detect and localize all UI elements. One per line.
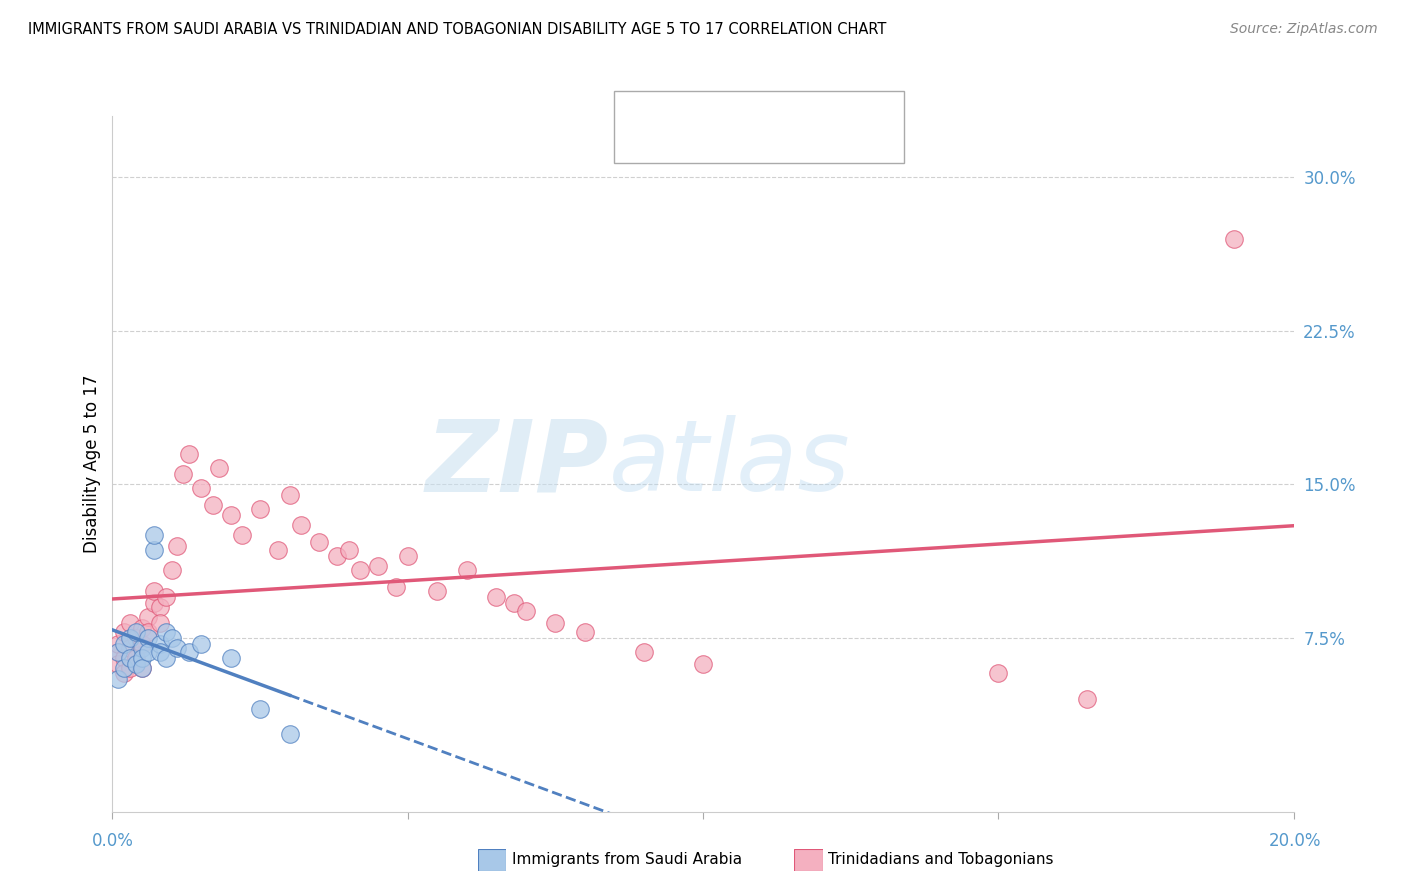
Text: N = 53: N = 53 (773, 134, 831, 148)
Point (179, 447, 201, 461)
Text: N = 26: N = 26 (773, 103, 831, 117)
Point (149, 616, 172, 631)
Point (396, 549, 419, 563)
Point (107, 645, 129, 659)
Point (125, 657, 148, 672)
Text: atlas: atlas (609, 416, 851, 512)
Point (692, 657, 714, 672)
Text: Source: ZipAtlas.com: Source: ZipAtlas.com (1230, 22, 1378, 37)
Point (290, 518, 312, 533)
Point (155, 624, 177, 639)
Text: ZIP: ZIP (426, 416, 609, 512)
Text: IMMIGRANTS FROM SAUDI ARABIA VS TRINIDADIAN AND TOBAGONIAN DISABILITY AGE 5 TO 1: IMMIGRANTS FROM SAUDI ARABIA VS TRINIDAD… (28, 22, 887, 37)
Point (219, 651, 242, 665)
Point (120, 631, 142, 645)
Point (456, 563, 478, 577)
Point (107, 645, 129, 659)
Point (131, 661, 153, 675)
Point (142, 542, 165, 557)
Point (112, 637, 135, 651)
Point (633, 645, 655, 659)
Text: Trinidadians and Tobagonians: Trinidadians and Tobagonians (828, 853, 1053, 867)
Point (503, 596, 526, 610)
Point (515, 604, 537, 618)
Point (142, 583, 165, 598)
Point (112, 651, 135, 665)
Point (267, 542, 290, 557)
Point (155, 651, 177, 665)
Point (120, 616, 142, 631)
Point (987, 665, 1010, 680)
Point (201, 498, 224, 512)
Point (155, 590, 177, 604)
Point (136, 624, 159, 639)
Point (112, 661, 135, 675)
Point (142, 596, 165, 610)
Point (107, 672, 129, 686)
Point (219, 508, 242, 522)
Point (107, 657, 129, 672)
Point (367, 559, 389, 574)
Y-axis label: Disability Age 5 to 17: Disability Age 5 to 17 (83, 375, 101, 553)
Point (172, 467, 194, 481)
Point (249, 702, 271, 716)
Point (136, 645, 159, 659)
Point (125, 624, 148, 639)
Point (190, 482, 212, 496)
Point (1223, 232, 1246, 246)
Point (131, 640, 153, 655)
Text: 0.0%: 0.0% (91, 831, 134, 849)
Point (166, 640, 188, 655)
Point (208, 461, 231, 475)
Point (249, 501, 271, 516)
Point (131, 637, 153, 651)
Point (149, 600, 172, 615)
Point (149, 645, 172, 659)
Point (107, 637, 129, 651)
Point (160, 631, 183, 645)
Point (120, 640, 142, 655)
Point (231, 528, 253, 542)
Point (125, 631, 148, 645)
Point (326, 549, 349, 563)
Point (120, 661, 142, 675)
Point (112, 624, 135, 639)
Point (166, 539, 188, 553)
Point (278, 727, 301, 741)
Point (574, 624, 596, 639)
Point (131, 651, 153, 665)
Text: Immigrants from Saudi Arabia: Immigrants from Saudi Arabia (512, 853, 742, 867)
Point (142, 528, 165, 542)
Point (485, 590, 508, 604)
Text: R = 0.025: R = 0.025 (661, 103, 737, 117)
Point (160, 563, 183, 577)
Text: R = 0.414: R = 0.414 (661, 134, 737, 148)
Point (337, 542, 360, 557)
Point (131, 661, 153, 675)
Point (136, 631, 159, 645)
Point (112, 665, 135, 680)
Point (125, 651, 148, 665)
Point (131, 621, 153, 635)
Point (426, 583, 449, 598)
Point (149, 637, 172, 651)
Point (120, 651, 142, 665)
Point (349, 563, 371, 577)
Text: 20.0%: 20.0% (1268, 831, 1322, 849)
Point (190, 637, 212, 651)
Point (385, 580, 408, 594)
Point (308, 534, 330, 549)
Point (136, 610, 159, 624)
Point (179, 645, 201, 659)
Point (1076, 692, 1098, 706)
Point (544, 616, 567, 631)
Point (278, 487, 301, 501)
